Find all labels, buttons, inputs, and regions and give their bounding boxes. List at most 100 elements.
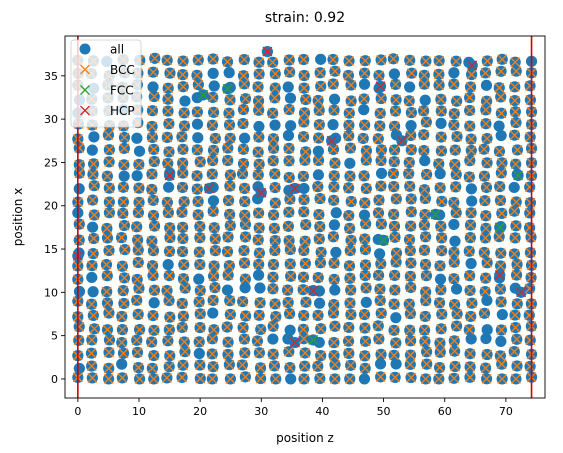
- bcc-marker: [117, 324, 128, 335]
- bcc-marker: [284, 155, 295, 166]
- bcc-marker: [328, 308, 339, 318]
- bcc-marker: [451, 207, 462, 218]
- bcc-marker: [345, 245, 356, 256]
- atom-point: [481, 324, 493, 336]
- bcc-marker: [390, 337, 401, 348]
- bcc-marker: [479, 195, 490, 206]
- bcc-marker: [133, 159, 144, 170]
- bcc-marker: [74, 321, 85, 332]
- atom-point: [330, 246, 342, 258]
- atom-point: [179, 95, 191, 107]
- atom-point: [131, 170, 143, 182]
- bcc-marker: [435, 260, 445, 271]
- bcc-marker: [388, 181, 399, 192]
- bcc-marker: [239, 347, 250, 358]
- bcc-marker: [177, 168, 188, 179]
- bcc-marker: [495, 260, 506, 271]
- bcc-marker: [177, 69, 188, 80]
- bcc-marker: [449, 273, 459, 284]
- bcc-marker: [148, 67, 159, 78]
- bcc-marker: [404, 55, 415, 66]
- bcc-marker: [299, 194, 310, 205]
- bcc-marker: [163, 83, 174, 94]
- atom-point: [358, 104, 370, 116]
- bcc-marker: [404, 95, 415, 106]
- atom-point: [480, 332, 492, 345]
- atom-point: [465, 257, 477, 270]
- bcc-marker: [360, 218, 371, 229]
- bcc-marker: [239, 54, 250, 65]
- bcc-marker: [118, 182, 129, 193]
- bcc-marker: [162, 197, 173, 208]
- atom-point: [86, 271, 98, 284]
- bcc-marker: [146, 236, 157, 247]
- bcc-marker: [388, 209, 399, 220]
- bcc-marker: [270, 198, 281, 209]
- bcc-marker: [406, 206, 417, 217]
- atom-point: [450, 283, 463, 295]
- bcc-marker: [210, 233, 221, 244]
- bcc-marker: [434, 362, 445, 373]
- atom-point: [133, 145, 146, 157]
- atom-point: [238, 132, 251, 144]
- bcc-marker: [388, 168, 399, 179]
- bcc-marker: [312, 181, 323, 192]
- bcc-marker: [104, 144, 115, 155]
- bcc-marker: [345, 143, 356, 154]
- bcc-marker: [464, 92, 475, 103]
- bcc-marker: [118, 348, 129, 359]
- bcc-marker: [329, 373, 340, 384]
- bcc-marker: [480, 67, 491, 78]
- bcc-marker: [313, 310, 323, 321]
- y-tick-label: 20: [44, 200, 58, 213]
- bcc-marker: [194, 296, 205, 307]
- bcc-marker: [117, 208, 128, 219]
- hcp-marker: [308, 285, 319, 296]
- bcc-marker: [524, 182, 535, 192]
- bcc-marker: [495, 350, 506, 361]
- bcc-marker: [390, 106, 401, 116]
- y-tick-label: 25: [44, 156, 58, 169]
- bcc-marker: [449, 299, 460, 310]
- atom-point: [344, 157, 356, 169]
- bcc-marker: [420, 373, 431, 384]
- bcc-marker: [419, 336, 430, 347]
- bcc-marker: [148, 210, 159, 221]
- bcc-marker: [119, 220, 130, 231]
- bcc-marker: [328, 299, 339, 310]
- bcc-marker: [239, 78, 250, 89]
- bcc-marker: [163, 118, 174, 129]
- bcc-marker: [192, 106, 203, 117]
- bcc-marker: [449, 373, 459, 384]
- bcc-marker: [391, 257, 402, 268]
- bcc-marker: [207, 169, 218, 180]
- bcc-marker: [299, 107, 310, 118]
- bcc-marker: [388, 53, 399, 64]
- bcc-marker: [433, 158, 444, 169]
- bcc-marker: [465, 285, 476, 296]
- atom-point: [313, 297, 326, 309]
- bcc-marker: [164, 324, 175, 335]
- bcc-marker: [480, 210, 491, 221]
- bcc-marker: [102, 171, 113, 182]
- bcc-marker: [495, 91, 506, 102]
- bcc-marker: [451, 56, 462, 67]
- bcc-marker: [207, 120, 218, 131]
- bcc-marker: [148, 310, 159, 321]
- bcc-marker: [373, 133, 384, 144]
- bcc-marker: [482, 133, 493, 144]
- bcc-marker: [267, 283, 278, 294]
- bcc-marker: [434, 80, 445, 91]
- bcc-marker: [346, 196, 357, 207]
- bcc-marker: [147, 132, 158, 143]
- bcc-marker: [298, 131, 309, 142]
- bcc-marker: [346, 96, 357, 106]
- bcc-marker: [284, 235, 295, 246]
- atom-point: [449, 235, 461, 247]
- bcc-marker: [285, 244, 296, 255]
- legend-marker: [79, 43, 91, 55]
- bcc-marker: [389, 299, 400, 310]
- bcc-marker: [195, 156, 206, 167]
- bcc-marker: [238, 322, 249, 333]
- atom-point: [208, 80, 220, 92]
